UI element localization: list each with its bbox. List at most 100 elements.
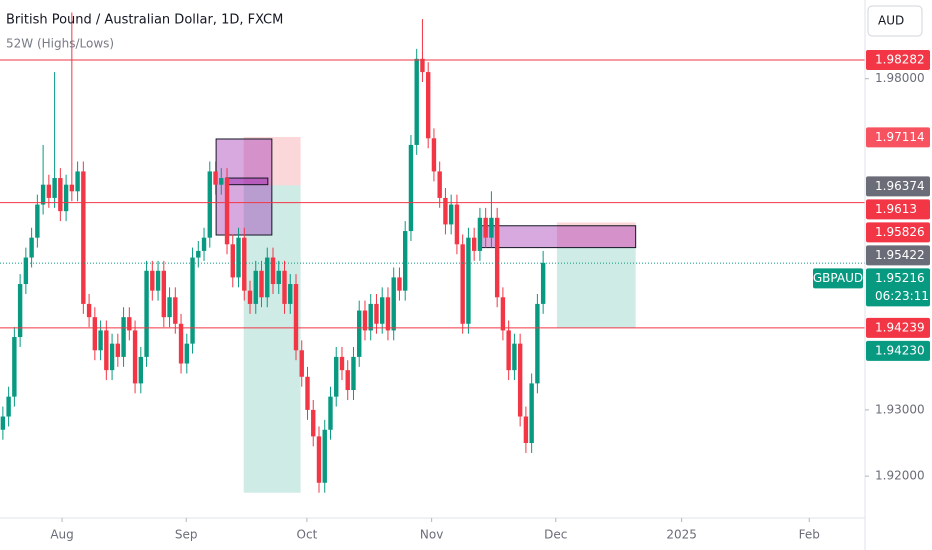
candle-body xyxy=(540,262,546,304)
candle-body xyxy=(397,277,402,291)
candle-body xyxy=(75,171,80,192)
candle-body xyxy=(63,184,69,212)
price-badge xyxy=(866,50,930,71)
candle-body xyxy=(391,277,396,331)
candle-body xyxy=(305,376,310,410)
candle-body xyxy=(293,284,299,351)
candle-body xyxy=(454,204,460,245)
candle-body xyxy=(17,284,23,338)
candle-body xyxy=(466,237,471,324)
y-tick-label: 1.93000 xyxy=(875,402,925,416)
candle-body xyxy=(431,138,437,172)
candle-body xyxy=(385,297,391,331)
candle-body xyxy=(368,303,373,331)
candle-body xyxy=(184,343,189,364)
price-badge-label: 1.97114 xyxy=(875,130,925,144)
candle-body xyxy=(0,416,6,430)
x-tick-label: 2025 xyxy=(666,528,697,542)
candle-body xyxy=(178,323,184,364)
x-tick-label: Feb xyxy=(799,528,820,542)
candle-body xyxy=(121,317,126,357)
price-badge xyxy=(866,127,930,148)
candle-body xyxy=(138,356,144,384)
price-badge xyxy=(866,340,930,361)
price-badge xyxy=(866,317,930,338)
currency-label[interactable]: AUD xyxy=(878,14,904,28)
candle-body xyxy=(236,237,241,278)
position-zone xyxy=(215,138,273,236)
candle-body xyxy=(92,317,98,351)
price-badge-label: 1.9613 xyxy=(875,202,917,216)
candle-body xyxy=(362,310,368,331)
candle-body xyxy=(265,257,270,298)
candle-body xyxy=(219,178,224,185)
candle-body xyxy=(483,217,488,238)
candle-body xyxy=(167,297,172,318)
candle-body xyxy=(242,237,247,291)
candle-body xyxy=(127,317,132,331)
candle-body xyxy=(207,171,212,238)
candle-body xyxy=(58,178,63,212)
candle-body xyxy=(345,370,350,391)
candle-body xyxy=(334,356,339,397)
candle-body xyxy=(190,257,195,344)
candle-body xyxy=(104,330,109,371)
candle-body xyxy=(489,217,494,238)
price-badge-label: 1.98282 xyxy=(875,53,925,67)
candle-body xyxy=(282,270,287,304)
x-tick-label: Nov xyxy=(420,528,443,542)
candle-body xyxy=(500,297,506,331)
candle-body xyxy=(357,310,362,357)
y-tick-label: 1.98000 xyxy=(875,71,925,85)
price-badge xyxy=(866,176,930,197)
position-zone xyxy=(556,222,636,248)
candle-body xyxy=(414,58,419,145)
candle-body xyxy=(35,204,40,238)
candle-body xyxy=(144,270,149,357)
symbol-label: GBPAUD xyxy=(813,271,863,285)
price-badge xyxy=(866,268,930,307)
candle-body xyxy=(86,303,92,318)
candle-body xyxy=(316,436,322,483)
candle-body xyxy=(46,184,52,198)
candle-body xyxy=(132,330,138,384)
candle-body xyxy=(420,58,425,73)
indicator-label: 52W (Highs/Lows) xyxy=(6,37,114,51)
candle-body xyxy=(81,171,86,304)
countdown: 06:23:11 xyxy=(875,289,929,303)
candle-body xyxy=(109,343,115,371)
candle-body xyxy=(224,178,230,245)
candle-body xyxy=(506,330,511,371)
candle-body xyxy=(460,244,465,324)
price-badge-label: 1.96374 xyxy=(875,179,925,193)
candle-body xyxy=(448,204,454,225)
position-zone xyxy=(479,225,637,249)
candle-body xyxy=(517,343,523,417)
candle-body xyxy=(328,396,333,430)
candle-body xyxy=(270,257,276,285)
y-tick-label: 1.92000 xyxy=(875,469,925,483)
position-zone xyxy=(225,177,269,186)
price-badge xyxy=(866,222,930,243)
candle-body xyxy=(259,270,264,298)
candle-body xyxy=(380,297,385,324)
x-tick-label: Oct xyxy=(297,528,318,542)
candle-body xyxy=(6,396,11,417)
candle-body xyxy=(322,429,327,483)
candle-body xyxy=(98,330,103,351)
price-badge-label: 1.95216 xyxy=(875,271,925,285)
candle-body xyxy=(253,270,258,304)
x-tick-label: Sep xyxy=(175,528,198,542)
candle-body xyxy=(29,237,34,258)
symbol-badge xyxy=(813,268,863,289)
candle-body xyxy=(351,356,356,391)
candle-body xyxy=(23,257,29,285)
currency-button[interactable] xyxy=(867,5,923,37)
candle-body xyxy=(471,237,477,251)
candle-body xyxy=(150,270,155,291)
candle-body xyxy=(213,171,218,185)
candle-body xyxy=(437,171,442,198)
price-badge xyxy=(866,199,930,220)
